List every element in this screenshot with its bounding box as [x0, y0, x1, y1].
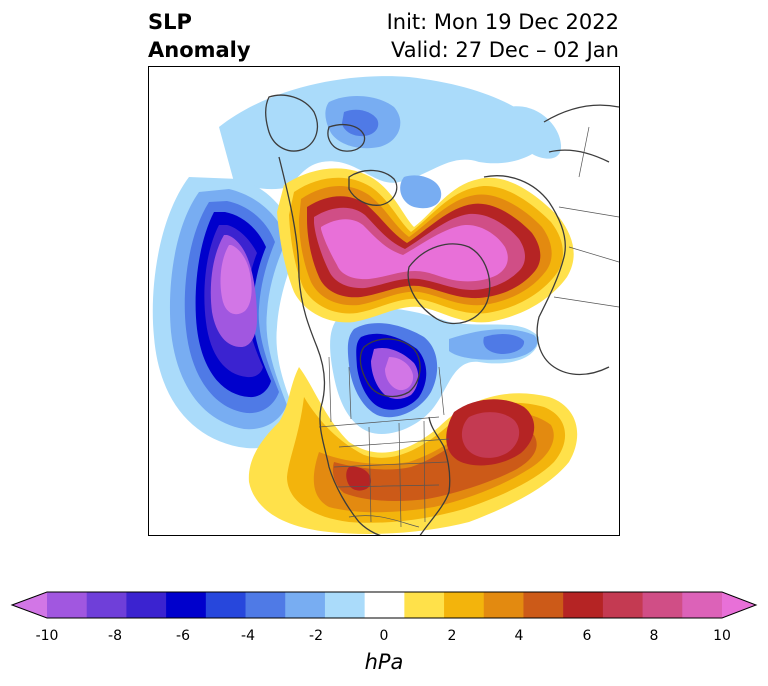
colorbar-swatch [682, 592, 723, 618]
colorbar-extend-min [12, 592, 47, 618]
colorbar-tick-label: -10 [35, 628, 59, 644]
coastline-eurasia [483, 175, 610, 376]
coastline-north-america [278, 156, 382, 535]
colorbar-swatch [245, 592, 286, 618]
colorbar-tick-label: -8 [108, 628, 122, 644]
colorbar-swatch [47, 592, 88, 618]
border-eurasia [553, 126, 619, 308]
title-line-2: Anomaly [148, 38, 251, 62]
colorbar-tick-label: 6 [582, 628, 592, 644]
border-us-mexico [348, 515, 420, 528]
positive-center-us [346, 466, 371, 491]
map-panel [148, 66, 620, 536]
colorbar-tick-label: -6 [176, 628, 190, 644]
positive-center-arctic [321, 219, 508, 282]
coastline-europe [543, 104, 619, 163]
border-us-canada [318, 416, 440, 428]
coastline-greenland [407, 243, 491, 325]
colorbar-tick-label: 8 [649, 628, 659, 644]
coastline-east-us [419, 416, 451, 535]
colorbar-swatch [324, 592, 366, 618]
negative-center-hudson-bay [385, 357, 414, 391]
init-date: Init: Mon 19 Dec 2022 [386, 10, 619, 34]
colorbar-swatch [205, 592, 247, 618]
colorbar-tick-label: 4 [514, 628, 524, 644]
colorbar-tick-label: 0 [379, 628, 389, 644]
map-title: SLP Anomaly [148, 8, 251, 64]
negative-center-pacific [220, 245, 252, 315]
colorbar-swatch [166, 592, 207, 618]
contour-neg-4-atlantic-strip [483, 333, 525, 354]
colorbar-swatch [563, 592, 604, 618]
colorbar-unit: hPa [364, 650, 404, 674]
border-canada-provinces [328, 356, 445, 423]
colorbar-swatch [285, 592, 326, 618]
colorbar-swatch [86, 592, 127, 618]
forecast-dates: Init: Mon 19 Dec 2022 Valid: 27 Dec – 02… [387, 8, 619, 64]
colorbar-tick-label: -2 [309, 628, 323, 644]
colorbar-swatch [523, 592, 564, 618]
positive-center-atlantic [461, 412, 520, 458]
colorbar-swatch [126, 592, 167, 618]
colorbar-swatch [483, 592, 524, 618]
coastline-alaska [264, 94, 318, 152]
colorbar-outline [10, 591, 758, 619]
contour-neg-2-east [505, 106, 562, 159]
coastline-arctic-islands [327, 124, 398, 206]
colorbar-swatch [642, 592, 683, 618]
colorbar-swatch [444, 592, 485, 618]
border-us-states [333, 420, 450, 528]
contour-neg-3-siberia [400, 175, 442, 209]
colorbar-swatch [404, 592, 445, 618]
political-borders [318, 126, 619, 528]
valid-dates: Valid: 27 Dec – 02 Jan [390, 38, 619, 62]
slp-anomaly-map [152, 76, 619, 535]
contour-neg-5-north [342, 109, 379, 137]
title-line-1: SLP [148, 10, 192, 34]
colorbar-extend-max [722, 592, 756, 618]
colorbar-tick-label: -4 [241, 628, 255, 644]
colorbar-tick-label: 2 [447, 628, 457, 644]
colorbar-swatch [602, 592, 644, 618]
coastline-hudson-bay [359, 338, 421, 398]
colorbar-tick-label: 10 [713, 628, 731, 644]
colorbar [10, 591, 758, 619]
colorbar-swatch [364, 592, 405, 618]
coastlines [264, 94, 619, 535]
